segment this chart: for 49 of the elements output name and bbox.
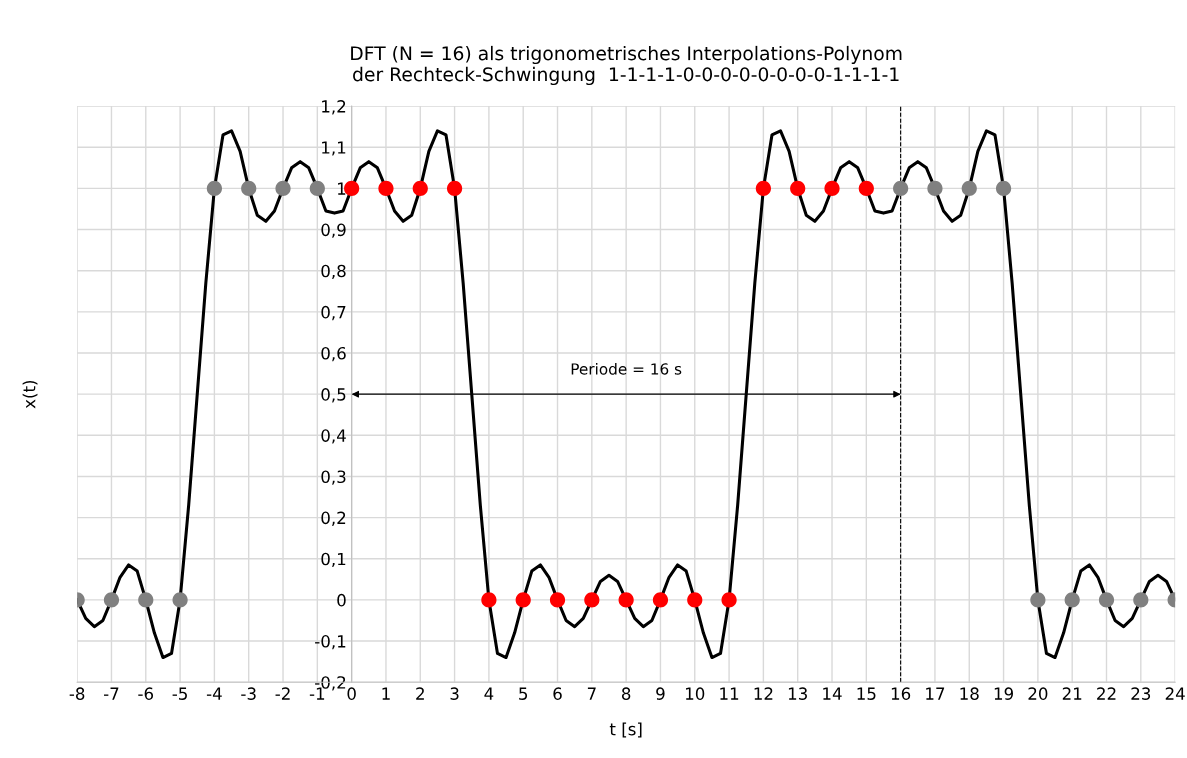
x-tick-label: 15 [857,687,876,700]
x-tick-label: 6 [553,687,562,700]
y-tick-label: 0,6 [321,346,346,362]
x-tick-label: 4 [484,687,494,700]
y-tick-label: 0,2 [321,511,346,526]
x-axis-title: t [s] [609,722,642,738]
x-tick-label: 1 [382,687,390,700]
x-tick-label: 10 [685,687,705,700]
x-tick-label: -8 [69,687,85,700]
x-tick-label: 11 [720,687,739,700]
x-tick-label: 23 [1131,687,1151,700]
x-tick-label: 20 [1028,687,1048,700]
x-tick-label: 18 [960,687,979,700]
y-tick-label: 0,1 [321,552,346,568]
x-tick-label: 24 [1165,687,1185,700]
x-tick-label: 2 [416,687,424,700]
y-axis-title: x(t) [22,380,38,409]
x-tick-label: -5 [172,687,187,700]
y-tick-label: 0,3 [321,470,346,485]
x-tick-label: 16 [891,687,911,700]
x-tick-label: 0 [347,687,356,700]
x-tick-label: 19 [994,687,1013,700]
y-tick-label: 0,9 [321,223,346,238]
x-tick-label: -4 [206,687,222,700]
y-tick-label: 0 [337,593,346,607]
x-tick-label: 17 [926,687,945,700]
x-tick-label: 13 [788,687,807,700]
y-tick-label: 0,4 [321,429,346,444]
chart-title: DFT (N = 16) als trigonometrisches Interpolations-Polynom der Rechteck-Schwingung 1-1-1-1-0-0-0-0-0-0-0-0-1-1-1-1 [351,45,902,86]
x-tick-label: 14 [823,687,842,700]
x-tick-label: 9 [656,687,665,700]
x-tick-label: 8 [621,687,631,700]
x-tick-label: -2 [275,687,290,700]
x-tick-label: 3 [450,687,459,700]
y-tick-label: 1,2 [322,100,346,115]
x-tick-label: 5 [519,687,528,700]
y-tick-label: 0,5 [321,388,346,403]
x-tick-label: 21 [1062,687,1082,700]
annotation: Periode = 16 s [571,362,682,375]
y-tick-label: 1,1 [322,141,346,156]
x-tick-label: -7 [103,687,119,700]
x-tick-label: 7 [587,687,596,700]
y-tick-label: 0,8 [321,264,346,279]
x-tick-label: 12 [754,687,773,700]
y-tick-label: 0,7 [321,305,346,321]
x-tick-label: 22 [1097,687,1116,700]
x-tick-label: -3 [241,687,256,700]
x-tick-label: -6 [138,687,154,700]
y-tick-label: -0,1 [315,635,346,650]
